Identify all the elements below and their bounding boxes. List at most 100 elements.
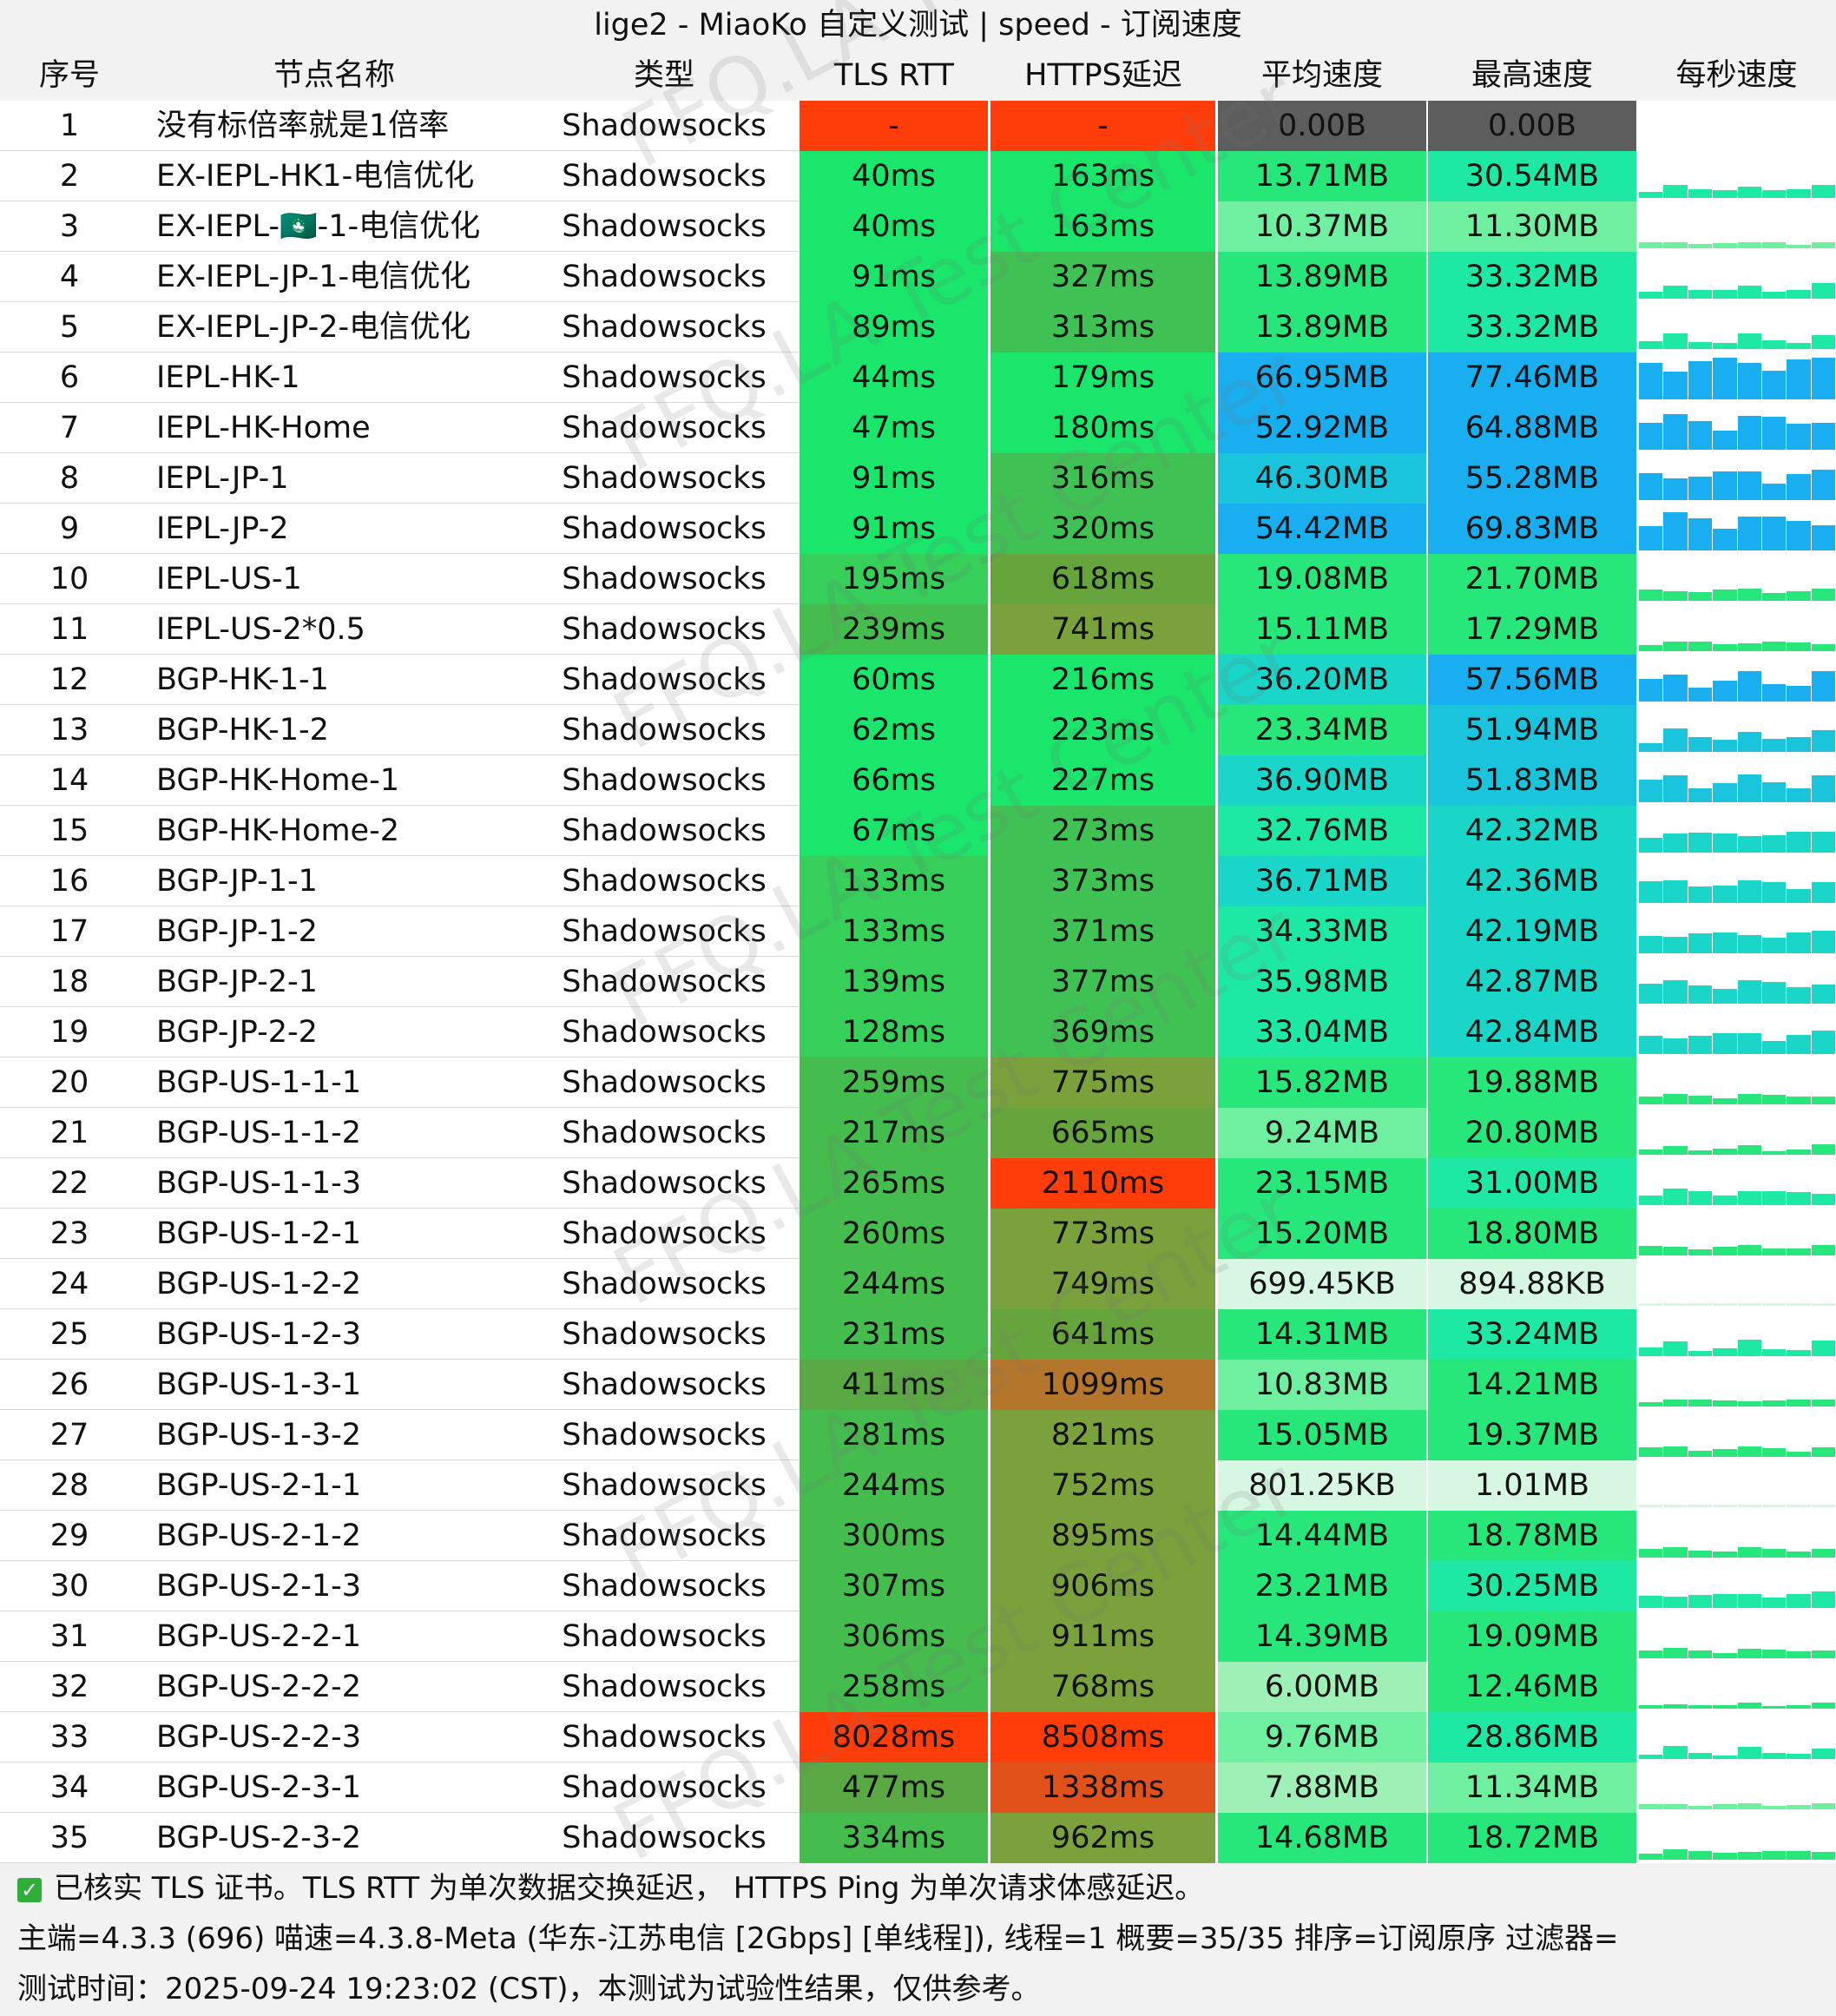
footer-tls-note: 已核实 TLS 证书。TLS RTT 为单次数据交换延迟， HTTPS Ping… [54, 1871, 1205, 1906]
row-divider [0, 1661, 799, 1662]
header-tls-rtt: TLS RTT [833, 58, 955, 93]
node-type-cell: Shadowsocks [562, 360, 767, 395]
speed-bar [1761, 593, 1787, 601]
speed-bar [1639, 1195, 1663, 1205]
speed-bar [1713, 471, 1737, 500]
node-type-cell: Shadowsocks [562, 1065, 767, 1100]
speed-bar [1713, 1400, 1737, 1407]
row-divider [0, 956, 799, 957]
speed-bar [1688, 518, 1713, 550]
speed-bar [1688, 290, 1713, 299]
row-divider [0, 553, 799, 554]
speed-bar [1761, 1706, 1787, 1709]
avg-speed-cell: 6.00MB [1218, 1662, 1426, 1712]
per-second-speed-sparkline [1639, 655, 1836, 705]
tls-rtt-cell: - [800, 101, 988, 151]
https-latency-cell: 752ms [990, 1460, 1215, 1511]
node-type-cell: Shadowsocks [562, 1317, 767, 1352]
row-index-cell: 19 [49, 1015, 89, 1050]
node-type-cell: Shadowsocks [562, 1418, 767, 1453]
avg-speed-cell: 13.89MB [1218, 252, 1426, 302]
speed-bar [1663, 1303, 1688, 1306]
speed-bar [1639, 984, 1663, 1004]
row-divider [0, 251, 799, 252]
tls-rtt-cell: 139ms [800, 957, 988, 1007]
tls-rtt-cell: 217ms [800, 1108, 988, 1158]
speed-bar [1688, 932, 1713, 953]
speed-bar [1761, 1248, 1787, 1255]
node-name-cell: BGP-US-2-2-2 [156, 1670, 362, 1704]
node-type-cell: Shadowsocks [562, 1670, 767, 1704]
tls-rtt-cell: 91ms [800, 252, 988, 302]
node-name-cell: BGP-US-2-1-3 [156, 1569, 362, 1604]
row-divider [0, 402, 799, 403]
speed-bar [1761, 937, 1787, 953]
node-name-cell: BGP-US-1-2-2 [156, 1267, 362, 1301]
row-divider [0, 1359, 799, 1360]
node-name-cell: BGP-HK-1-2 [156, 713, 329, 748]
https-latency-cell: 665ms [990, 1108, 1215, 1158]
avg-speed-cell: 54.42MB [1218, 504, 1426, 554]
max-speed-cell: 18.80MB [1428, 1209, 1636, 1259]
row-divider [0, 1157, 799, 1158]
node-type-cell: Shadowsocks [562, 1468, 767, 1503]
avg-speed-cell: 15.20MB [1218, 1209, 1426, 1259]
speed-bar [1787, 343, 1811, 349]
per-second-speed-sparkline [1639, 1259, 1836, 1309]
per-second-speed-sparkline [1639, 1511, 1836, 1561]
speed-bar [1811, 1505, 1835, 1507]
speed-bar [1713, 1449, 1737, 1457]
speed-bar [1639, 241, 1663, 248]
row-index-cell: 1 [59, 109, 80, 143]
speed-bar [1713, 243, 1737, 248]
speed-bar [1787, 1452, 1811, 1457]
tls-rtt-cell: 307ms [800, 1561, 988, 1611]
table-row: 13 BGP-HK-1-2 Shadowsocks 62ms 223ms 23.34MB 5… [0, 705, 1836, 755]
speed-bar [1713, 989, 1737, 1004]
speed-bar [1811, 334, 1835, 349]
https-latency-cell: 2110ms [990, 1158, 1215, 1209]
speed-bar [1761, 1549, 1787, 1558]
speed-bar [1787, 832, 1811, 853]
speed-bar [1663, 936, 1688, 953]
speed-bar [1688, 342, 1713, 349]
table-row: 22 BGP-US-1-1-3 Shadowsocks 265ms 2110ms 23.1… [0, 1158, 1836, 1209]
row-divider [0, 1006, 799, 1007]
speed-bar [1688, 1850, 1713, 1860]
table-row: 7 IEPL-HK-Home Shadowsocks 47ms 180ms 52.92MB… [0, 403, 1836, 453]
max-speed-cell: 30.25MB [1428, 1561, 1636, 1611]
tls-rtt-cell: 67ms [800, 806, 988, 856]
node-name-cell: BGP-US-1-1-2 [156, 1116, 362, 1150]
speed-bar [1761, 190, 1787, 198]
speed-bar [1761, 1598, 1787, 1608]
https-latency-cell: 895ms [990, 1511, 1215, 1561]
speed-bar [1713, 1149, 1737, 1155]
speed-bar [1663, 414, 1688, 450]
speed-bar [1761, 292, 1787, 299]
row-index-cell: 8 [59, 461, 80, 496]
node-name-cell: BGP-US-2-2-3 [156, 1720, 362, 1755]
speed-bar [1761, 484, 1787, 500]
per-second-speed-sparkline [1639, 1712, 1836, 1762]
node-name-cell: BGP-US-1-3-2 [156, 1418, 362, 1453]
node-type-cell: Shadowsocks [562, 1821, 767, 1855]
speed-bar [1639, 1097, 1663, 1104]
speed-bar [1811, 984, 1835, 1004]
https-latency-cell: 369ms [990, 1007, 1215, 1057]
node-type-cell: Shadowsocks [562, 1569, 767, 1604]
speed-bar [1811, 1802, 1835, 1809]
https-latency-cell: 1099ms [990, 1360, 1215, 1410]
node-name-cell: BGP-US-2-3-2 [156, 1821, 362, 1855]
speed-bar [1713, 1195, 1737, 1205]
speed-bar [1713, 886, 1737, 903]
node-type-cell: Shadowsocks [562, 562, 767, 596]
avg-speed-cell: 0.00B [1218, 101, 1426, 151]
https-latency-cell: 179ms [990, 352, 1215, 403]
table-row: 24 BGP-US-1-2-2 Shadowsocks 244ms 749ms 699.4… [0, 1259, 1836, 1309]
row-index-cell: 24 [49, 1267, 89, 1301]
speed-bar [1688, 1248, 1713, 1255]
speed-bar [1713, 932, 1737, 953]
speed-bar [1713, 1505, 1737, 1507]
speed-bar [1688, 361, 1713, 399]
table-row: 9 IEPL-JP-2 Shadowsocks 91ms 320ms 54.42MB 69.… [0, 504, 1836, 554]
